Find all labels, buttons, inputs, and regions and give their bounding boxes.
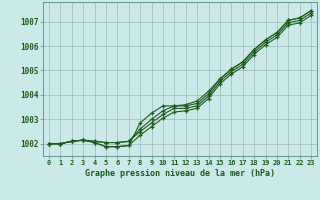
X-axis label: Graphe pression niveau de la mer (hPa): Graphe pression niveau de la mer (hPa) bbox=[85, 169, 275, 178]
